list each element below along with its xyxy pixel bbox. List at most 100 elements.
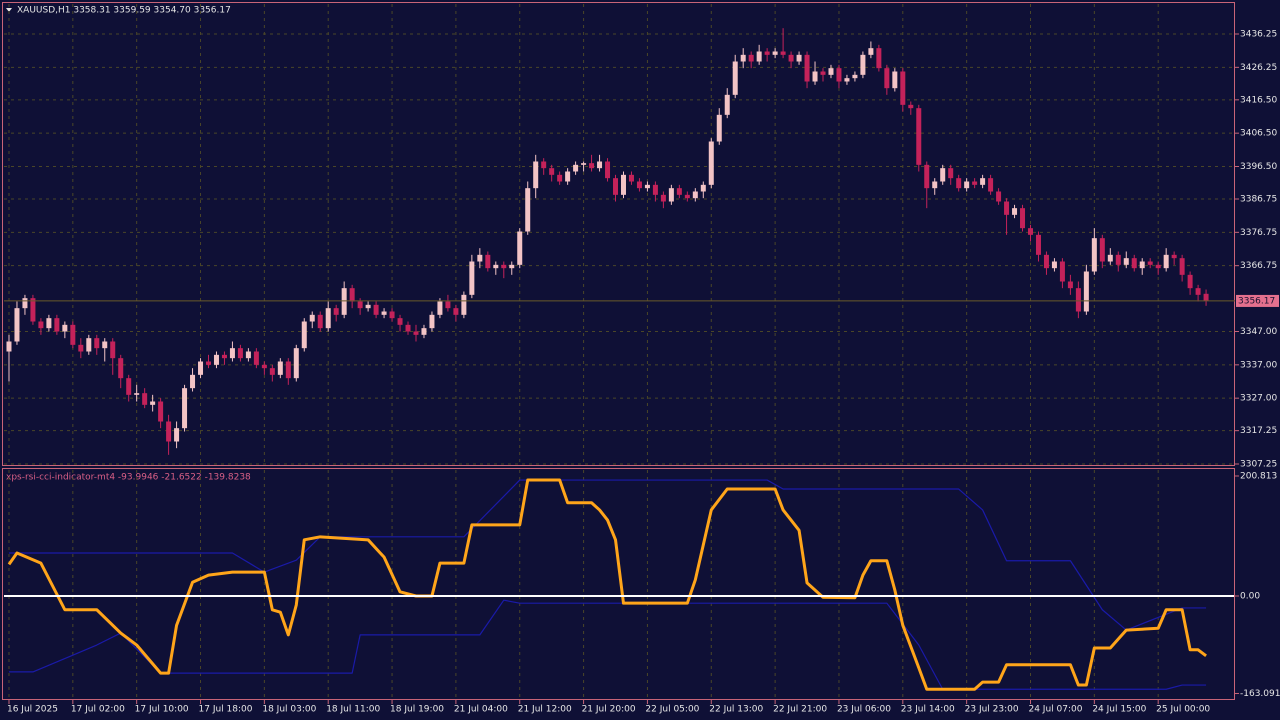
x-tick-label: 23 Jul 14:00 (901, 705, 955, 715)
x-tick-label: 22 Jul 05:00 (645, 705, 699, 715)
candle-body (557, 174, 563, 182)
candle-body (964, 181, 970, 189)
candle-body (1203, 293, 1209, 301)
y-tick-label: 3327.00 (1240, 394, 1277, 404)
x-tick-label: 22 Jul 21:00 (773, 705, 827, 715)
candle-body (317, 314, 323, 329)
candle-body (916, 108, 922, 165)
candle-body (517, 231, 523, 265)
indicator-panel-border (2, 468, 1235, 700)
candle-body (652, 184, 658, 195)
candle-body (1139, 261, 1145, 269)
candle-body (1107, 254, 1113, 262)
candle-body (1099, 238, 1105, 262)
x-tick-label: 17 Jul 18:00 (199, 705, 253, 715)
candle-body (605, 161, 611, 179)
current-price-box (1236, 294, 1279, 307)
y-tick-label: 3436.25 (1240, 30, 1277, 40)
candle-body (277, 361, 283, 375)
candle-body (1179, 258, 1185, 275)
candle-body (405, 324, 411, 332)
candle-body (261, 364, 267, 369)
main-panel-border (2, 2, 1235, 466)
candle-body (692, 191, 698, 199)
candle-body (1067, 281, 1073, 289)
y-tick-label: 3416.50 (1240, 95, 1277, 105)
x-tick-label: 18 Jul 19:00 (390, 705, 444, 715)
candle-body (636, 181, 642, 189)
candle-body (972, 181, 978, 185)
x-tick-label: 17 Jul 10:00 (135, 705, 189, 715)
candle-body (565, 171, 571, 182)
candle-body (748, 54, 754, 62)
candle-body (796, 54, 802, 62)
candle-body (724, 94, 730, 115)
candle-body (46, 318, 52, 329)
candle-body (772, 51, 778, 55)
candle-body (1059, 261, 1065, 282)
candle-body (668, 188, 674, 202)
candle-body (30, 298, 36, 322)
candle-body (804, 54, 810, 82)
candle-body (38, 321, 44, 329)
candle-body (1123, 258, 1129, 265)
candle-body (229, 348, 235, 359)
candle-body (493, 264, 499, 269)
candle-body (884, 68, 890, 89)
candle-body (54, 318, 60, 332)
candle-body (213, 354, 219, 365)
candle-body (844, 78, 850, 82)
candle-body (1163, 254, 1169, 269)
candle-body (158, 401, 164, 422)
candle-body (461, 294, 467, 315)
candle-body (62, 324, 68, 332)
candle-body (948, 168, 954, 179)
candle-body (1035, 234, 1041, 255)
candle-body (333, 308, 339, 315)
y-tick-label: 3337.00 (1240, 360, 1277, 370)
candle-body (429, 314, 435, 329)
candle-body (573, 164, 579, 172)
candle-body (1195, 288, 1201, 295)
candle-body (381, 311, 387, 315)
candle-body (924, 164, 930, 189)
candle-body (501, 264, 507, 269)
x-tick-label: 24 Jul 07:00 (1028, 705, 1082, 715)
x-tick-label: 17 Jul 02:00 (71, 705, 125, 715)
candle-body (868, 48, 874, 55)
candle-body (301, 321, 307, 349)
y-tick-label: 3426.25 (1240, 63, 1277, 73)
candle-body (1020, 208, 1026, 229)
candle-body (1004, 201, 1010, 215)
candle-body (134, 393, 140, 395)
y-tick-label: 3347.00 (1240, 327, 1277, 337)
candle-body (1187, 274, 1193, 289)
candle-body (253, 351, 259, 365)
candle-body (940, 168, 946, 182)
candle-body (1051, 261, 1057, 269)
candle-body (1083, 271, 1089, 312)
candle-body (764, 51, 770, 55)
candle-body (373, 304, 379, 315)
candle-body (828, 68, 834, 75)
candle-body (644, 184, 650, 189)
candle-body (70, 324, 76, 345)
x-tick-label: 18 Jul 11:00 (326, 705, 380, 715)
candle-body (780, 51, 786, 55)
indicator-line (8, 599, 1207, 690)
candle-body (820, 71, 826, 75)
candle-body (988, 178, 994, 192)
x-tick-label: 22 Jul 13:00 (709, 705, 763, 715)
candle-body (788, 54, 794, 62)
candle-body (996, 191, 1002, 202)
candle-body (166, 421, 172, 442)
candle-body (1131, 258, 1137, 269)
candle-body (1027, 228, 1033, 235)
candle-body (118, 358, 124, 379)
candle-body (700, 184, 706, 192)
candle-body (1171, 254, 1177, 259)
candle-body (86, 338, 92, 352)
candle-body (309, 314, 315, 322)
